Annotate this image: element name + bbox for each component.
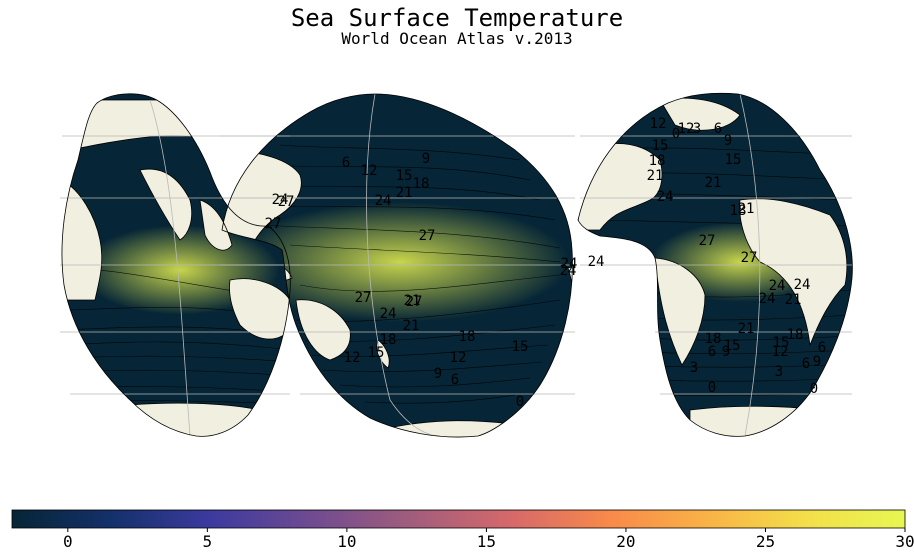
contour-label: 27 xyxy=(278,194,295,210)
contour-label: 24 xyxy=(759,291,776,307)
contour-label: 12 xyxy=(678,121,695,137)
contour-label: 15 xyxy=(368,345,385,361)
land-se-asia xyxy=(199,199,233,251)
land-india xyxy=(139,168,193,241)
contour-label: 24 xyxy=(560,263,577,279)
colorbar-gradient xyxy=(11,509,906,529)
contour-label: 15 xyxy=(725,152,742,168)
contour-label: 12 xyxy=(344,350,361,366)
contour-label: 12 xyxy=(450,350,467,366)
contour-label: 24 xyxy=(380,306,397,322)
contour-label: 27 xyxy=(699,233,716,249)
contour-label: 21 xyxy=(404,293,421,309)
contour-label: 15 xyxy=(773,335,790,351)
contour-label: 27 xyxy=(355,290,372,306)
map-title: Sea Surface Temperature xyxy=(290,4,624,32)
contour-label: 6 xyxy=(818,340,826,356)
contour-label: 0 xyxy=(810,381,818,397)
contour-label: 18 xyxy=(413,176,430,192)
contour-label: 27 xyxy=(741,250,758,266)
land-africa-west xyxy=(739,198,848,346)
contour-label: 3 xyxy=(775,364,783,380)
contour-label: 24 xyxy=(272,192,289,208)
contour-label: 6 xyxy=(714,121,722,137)
contour-label: 21 xyxy=(705,175,722,191)
contour-label: 6 xyxy=(802,356,810,372)
contour-label: 24 xyxy=(769,278,786,294)
land-australia-west xyxy=(229,278,291,340)
contour-label: 0 xyxy=(516,394,524,410)
contour-label: 24 xyxy=(794,277,811,293)
colorbar-tick-label: 25 xyxy=(756,532,775,551)
land-australia-east xyxy=(295,299,351,361)
contour-label: 24 xyxy=(588,254,605,270)
colorbar-ticks: 0 5 10 15 20 25 30 xyxy=(63,528,914,551)
contour-label: 9 xyxy=(813,354,821,370)
colorbar-tick-label: 20 xyxy=(616,532,635,551)
contour-label: 6 xyxy=(451,372,459,388)
contour-label: 18 xyxy=(730,203,747,219)
land-greenland xyxy=(659,97,741,131)
contour-label: 24 xyxy=(561,256,578,272)
contour-label: 18 xyxy=(649,153,666,169)
contour-label: 24 xyxy=(657,189,674,205)
contour-label: 27 xyxy=(419,228,436,244)
contour-label: 3 xyxy=(693,121,701,137)
land-south-america-east xyxy=(654,257,706,366)
colorbar-tick-label: 10 xyxy=(337,532,356,551)
colorbar-tick-label: 5 xyxy=(203,532,213,551)
contour-label: 12 xyxy=(361,163,378,179)
contour-label: 15 xyxy=(724,338,741,354)
land-new-zealand xyxy=(376,339,390,369)
contour-label: 0 xyxy=(708,380,716,396)
map-subtitle: World Ocean Atlas v.2013 xyxy=(341,29,573,48)
contour-label: 18 xyxy=(459,329,476,345)
contour-label: 12 xyxy=(650,116,667,132)
land-africa-east xyxy=(61,179,103,301)
contour-label: 9 xyxy=(722,344,730,360)
contour-label: 9 xyxy=(422,151,430,167)
colorbar-tick-label: 0 xyxy=(63,532,73,551)
contour-label: 21 xyxy=(396,185,413,201)
contour-label: 0 xyxy=(672,126,680,142)
contour-label: 21 xyxy=(738,321,755,337)
contour-label: 9 xyxy=(724,133,732,149)
contour-label: 27 xyxy=(265,216,282,232)
contour-label: 12 xyxy=(772,344,789,360)
contour-label: 6 xyxy=(708,344,716,360)
contour-label: 3 xyxy=(690,360,698,376)
contour-label: 21 xyxy=(785,292,802,308)
colorbar-tick-label: 15 xyxy=(477,532,496,551)
contour-label: 9 xyxy=(434,366,442,382)
contour-label: 18 xyxy=(705,331,722,347)
contour-label: 21 xyxy=(403,318,420,334)
contour-label: 18 xyxy=(380,332,397,348)
contour-label: 6 xyxy=(342,155,350,171)
contour-label: 15 xyxy=(652,138,669,154)
contour-label: 24 xyxy=(375,193,392,209)
graticule xyxy=(60,93,852,437)
contour-label: 18 xyxy=(787,327,804,343)
contour-label: 27 xyxy=(406,294,423,310)
contour-label: 15 xyxy=(396,168,413,184)
contour-label: 21 xyxy=(738,201,755,217)
colorbar-tick-label: 30 xyxy=(895,532,914,551)
colorbar: 0 5 10 15 20 25 30 xyxy=(11,509,914,551)
land-antarctica-atlantic xyxy=(689,405,821,437)
contour-label: 15 xyxy=(512,339,529,355)
contour-label: 21 xyxy=(647,168,664,184)
